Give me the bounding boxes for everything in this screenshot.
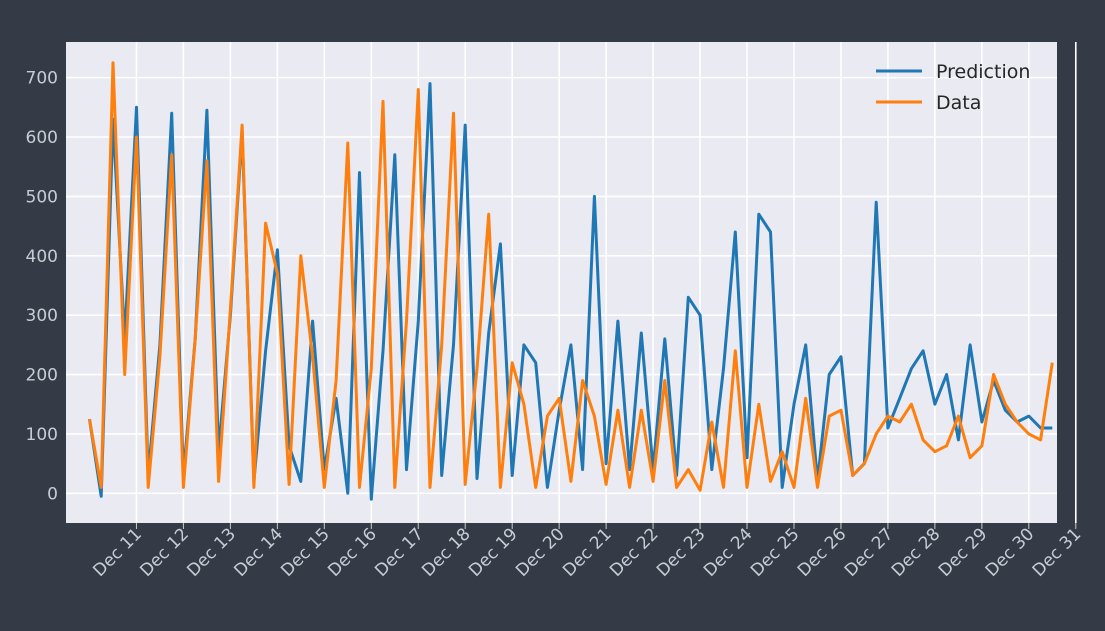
x-tick-label: Dec 17	[371, 524, 428, 581]
x-tick-label: Dec 13	[183, 524, 240, 581]
x-tick-label: Dec 29	[935, 524, 992, 581]
x-tick-label: Dec 25	[747, 524, 804, 581]
legend: Prediction Data	[876, 61, 1030, 114]
x-tick-label: Dec 26	[794, 524, 851, 581]
x-tick-label: Dec 23	[653, 524, 710, 581]
x-tick-label: Dec 15	[277, 524, 334, 581]
legend-label-data: Data	[936, 92, 981, 114]
x-tick-label: Dec 27	[841, 524, 898, 581]
y-tick-label: 100	[26, 425, 58, 445]
x-tick-label: Dec 21	[559, 524, 616, 581]
x-tick-label: Dec 16	[324, 524, 381, 581]
x-tick-label: Dec 11	[89, 524, 146, 581]
y-tick-label: 200	[26, 366, 58, 386]
y-tick-label: 500	[26, 187, 58, 207]
y-axis: 0 100 200 300 400 500 600 700	[26, 69, 58, 505]
y-tick-label: 300	[26, 306, 58, 326]
x-tick-label: Dec 28	[888, 524, 945, 581]
y-tick-label: 600	[26, 128, 58, 148]
y-tick-label: 0	[47, 484, 58, 504]
plot-background	[66, 42, 1057, 523]
y-tick-label: 400	[26, 247, 58, 267]
x-tick-label: Dec 30	[982, 524, 1039, 581]
grid-lines	[66, 42, 1077, 523]
x-tick-label: Dec 19	[465, 524, 522, 581]
series-lines	[88, 61, 1054, 501]
x-tick-label: Dec 14	[230, 524, 287, 581]
y-tick-label: 700	[26, 69, 58, 89]
x-tick-label: Dec 31	[1029, 524, 1086, 581]
x-tick-label: Dec 24	[700, 524, 757, 581]
x-tick-label: Dec 22	[606, 524, 663, 581]
series-line-data	[88, 61, 1054, 492]
legend-label-prediction: Prediction	[936, 61, 1030, 83]
x-tick-label: Dec 18	[418, 524, 475, 581]
x-tick-label: Dec 12	[136, 524, 193, 581]
x-tick-label: Dec 20	[512, 524, 569, 581]
